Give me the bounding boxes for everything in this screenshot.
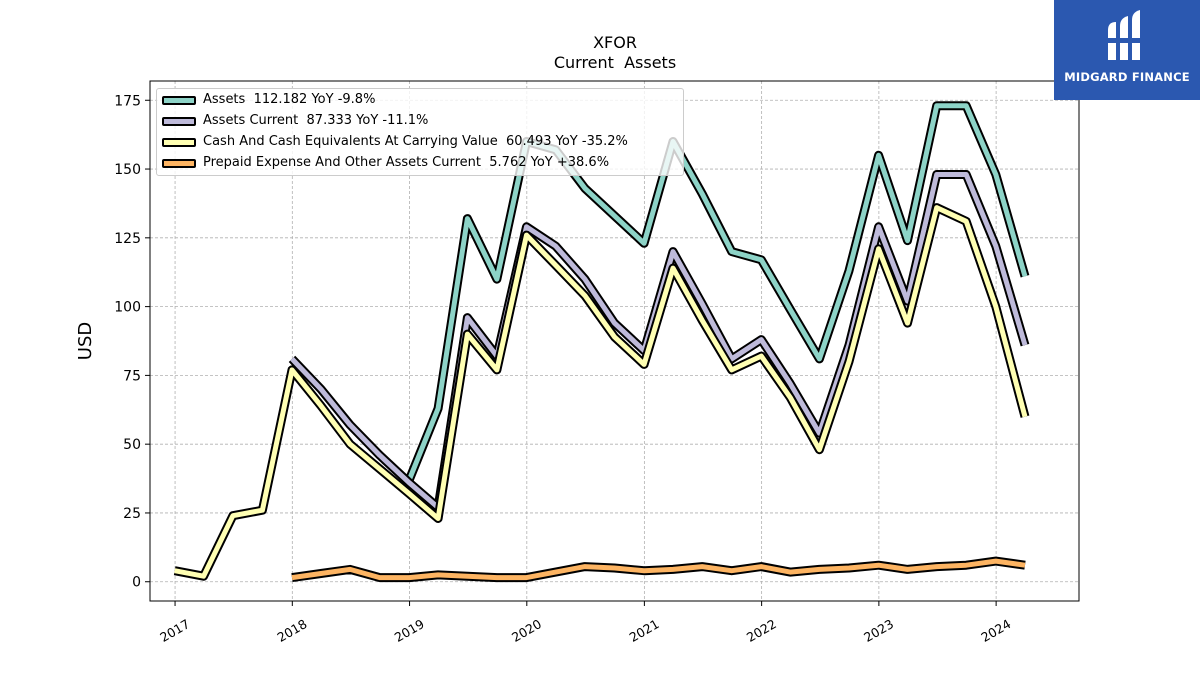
legend-label-assets: Assets 112.182 YoY -9.8% <box>203 92 376 107</box>
y-tick-label: 25 <box>123 506 141 522</box>
x-tick-label: 2020 <box>509 616 544 645</box>
legend-item-cash: Cash And Cash Equivalents At Carrying Va… <box>157 133 683 154</box>
x-tick-label: 2019 <box>392 616 427 645</box>
series-line-cash-and-cash-equivalents-at-carrying-value <box>174 205 1028 579</box>
legend-item-assets-current: Assets Current 87.333 YoY -11.1% <box>157 112 683 133</box>
legend-item-prepaid: Prepaid Expense And Other Assets Current… <box>157 154 683 175</box>
y-tick-label: 75 <box>123 368 141 384</box>
y-tick-label: 175 <box>114 93 141 109</box>
y-axis-label: USD <box>75 322 96 360</box>
legend-label-prepaid: Prepaid Expense And Other Assets Current… <box>203 155 610 170</box>
y-tick-label: 100 <box>114 300 141 316</box>
legend-swatch-prepaid <box>162 159 196 168</box>
midgard-logo-icon <box>1106 10 1142 60</box>
legend-swatch-assets-current <box>162 117 196 126</box>
x-tick-label: 2017 <box>157 616 192 645</box>
series-line-prepaid-expense-and-other-assets-current <box>291 558 1026 581</box>
series-layer <box>173 101 1030 583</box>
x-tick-label: 2022 <box>744 616 779 645</box>
legend-label-assets-current: Assets Current 87.333 YoY -11.1% <box>203 113 429 128</box>
x-tick-label: 2023 <box>861 616 896 645</box>
chart-title: XFOR <box>593 33 637 52</box>
plot-frame <box>149 80 1080 602</box>
series-line-assets <box>406 103 1028 481</box>
chart-subtitle: Current Assets <box>554 53 676 72</box>
x-tick-label: 2024 <box>978 616 1013 645</box>
midgard-finance-logo: MIDGARD FINANCE <box>1054 0 1200 100</box>
legend-swatch-assets <box>162 96 196 105</box>
y-tick-label: 125 <box>114 231 141 247</box>
chart-legend: Assets 112.182 YoY -9.8% Assets Current … <box>156 88 684 176</box>
logo-text: MIDGARD FINANCE <box>1064 70 1190 84</box>
legend-label-cash: Cash And Cash Equivalents At Carrying Va… <box>203 134 628 149</box>
x-tick-label: 2021 <box>627 616 662 645</box>
legend-swatch-cash <box>162 138 196 147</box>
y-tick-label: 150 <box>114 162 141 178</box>
y-tick-label: 0 <box>132 575 141 591</box>
x-tick-label: 2018 <box>275 616 310 645</box>
y-tick-label: 50 <box>123 437 141 453</box>
legend-item-assets: Assets 112.182 YoY -9.8% <box>157 91 683 112</box>
